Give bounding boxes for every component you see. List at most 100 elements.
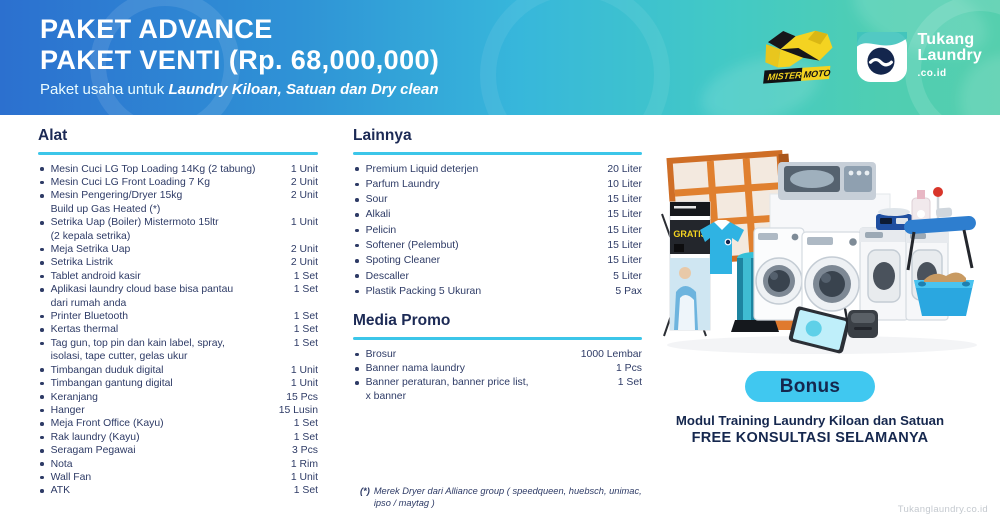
item-name-line1: Banner peraturan, banner price list, bbox=[365, 377, 529, 389]
list-item: Mesin Cuci LG Top Loading 14Kg (2 tabung… bbox=[38, 163, 318, 176]
list-item-left: Mesin Pengering/Dryer 15kg Build up Gas H… bbox=[38, 189, 182, 216]
item-quantity: 1 Set bbox=[617, 377, 642, 389]
item-name-line1: Mesin Cuci LG Front Loading 7 Kg bbox=[50, 177, 210, 188]
list-item-left: Kertas thermal bbox=[38, 323, 118, 336]
item-name: Meja Setrika Uap bbox=[51, 243, 131, 256]
list-item: Kertas thermal 1 Set bbox=[38, 323, 318, 336]
item-name-line2: x banner bbox=[365, 390, 407, 402]
list-item-left: Tag gun, top pin dan kain label, spray, i… bbox=[38, 337, 225, 364]
list-item-left: Printer Bluetooth bbox=[38, 310, 128, 323]
bullet-icon bbox=[40, 314, 44, 319]
bonus-badge: Bonus bbox=[745, 371, 875, 402]
bullet-icon bbox=[355, 228, 359, 233]
list-item-left: Mesin Cuci LG Front Loading 7 Kg bbox=[38, 176, 210, 189]
item-name-line1: Hanger bbox=[50, 404, 85, 416]
washer-door-decor-icon bbox=[480, 0, 670, 115]
item-quantity: 15 Pcs bbox=[286, 391, 318, 403]
section-rule bbox=[353, 152, 642, 155]
list-item: ATK 1 Set bbox=[38, 484, 318, 497]
front-load-washer-illustration bbox=[753, 227, 805, 321]
alat-list: Mesin Cuci LG Top Loading 14Kg (2 tabung… bbox=[38, 163, 318, 498]
svg-text:GRATIS: GRATIS bbox=[673, 229, 706, 239]
item-name: Mesin Cuci LG Front Loading 7 Kg bbox=[51, 176, 210, 189]
list-item-left: Softener (Pelembut) bbox=[353, 239, 459, 252]
item-name-line1: ATK bbox=[50, 485, 71, 497]
item-quantity: 1 Unit bbox=[290, 217, 318, 229]
laundry-basket-illustration bbox=[914, 272, 974, 316]
bullet-icon bbox=[355, 259, 359, 263]
item-quantity: 15 Liter bbox=[607, 209, 642, 221]
bullet-icon bbox=[40, 395, 44, 399]
bullet-icon bbox=[40, 167, 44, 171]
item-name-line1: Sour bbox=[365, 194, 388, 206]
list-item-left: Seragam Pegawai bbox=[38, 444, 136, 457]
item-name: Seragam Pegawai bbox=[51, 444, 136, 457]
list-item-left: Meja Front Office (Kayu) bbox=[38, 417, 164, 430]
item-quantity: 1 Unit bbox=[290, 378, 318, 390]
list-item: Setrika Uap (Boiler) Mistermoto 15ltr (2 … bbox=[38, 216, 318, 243]
footnote-line2: ipso / maytag ) bbox=[373, 497, 435, 508]
list-item: Hanger 15 Lusin bbox=[38, 404, 318, 417]
logo-domain: .co.id bbox=[917, 68, 947, 79]
digital-scale-illustration bbox=[876, 208, 912, 230]
list-item-left: Meja Setrika Uap bbox=[38, 243, 130, 256]
bullet-icon bbox=[355, 366, 359, 371]
item-quantity: 1 Rim bbox=[290, 458, 318, 470]
item-quantity: 2 Unit bbox=[290, 244, 318, 256]
item-name: Premium Liquid deterjen bbox=[366, 163, 479, 176]
item-name: Kertas thermal bbox=[51, 323, 119, 336]
bullet-icon bbox=[355, 197, 359, 202]
item-name-line1: Timbangan duduk digital bbox=[50, 364, 164, 376]
item-name: Pelicin bbox=[366, 224, 397, 237]
printer-illustration bbox=[848, 310, 878, 338]
bullet-icon bbox=[355, 182, 359, 187]
item-quantity: 15 Lusin bbox=[278, 404, 318, 416]
polo-shirt-illustration bbox=[700, 220, 744, 274]
item-name-line1: Seragam Pegawai bbox=[50, 445, 136, 457]
equipment-collage-illustration: GRATIS bbox=[661, 150, 977, 354]
page-title-line2: PAKET VENTI (Rp. 68,000,000) bbox=[40, 45, 440, 75]
page-subtitle: Paket usaha untuk Laundry Kiloan, Satuan… bbox=[40, 81, 439, 99]
list-item: Brosur 1000 Lembar bbox=[353, 348, 642, 361]
item-name-line2: isolasi, tape cutter, gelas ukur bbox=[50, 351, 188, 363]
item-name-line1: Printer Bluetooth bbox=[50, 311, 128, 323]
list-item-left: Mesin Cuci LG Top Loading 14Kg (2 tabung… bbox=[38, 163, 255, 176]
list-item-left: Hanger bbox=[38, 404, 85, 417]
item-name-line2: dari rumah anda bbox=[50, 297, 127, 309]
list-item-left: Timbangan duduk digital bbox=[38, 364, 163, 377]
item-quantity: 15 Liter bbox=[607, 224, 642, 236]
list-item-left: Setrika Listrik bbox=[38, 256, 113, 269]
list-item: Meja Setrika Uap 2 Unit bbox=[38, 243, 318, 256]
list-item-left: Spoting Cleaner bbox=[353, 254, 440, 267]
list-item-left: ATK bbox=[38, 484, 70, 497]
list-item-left: Descaller bbox=[353, 270, 409, 283]
item-quantity: 1 Set bbox=[293, 311, 318, 323]
list-item-left: Timbangan gantung digital bbox=[38, 377, 173, 390]
bullet-icon bbox=[355, 167, 359, 171]
list-item: Mesin Cuci LG Front Loading 7 Kg 2 Unit bbox=[38, 176, 318, 189]
item-name: Banner peraturan, banner price list, x ba… bbox=[366, 376, 529, 403]
item-name-line1: Parfum Laundry bbox=[365, 178, 440, 190]
bullet-icon bbox=[40, 381, 44, 386]
header-logos: MISTER MOTO Tukang Laundry .co.id bbox=[755, 26, 982, 88]
list-item: Pelicin 15 Liter bbox=[353, 224, 642, 237]
item-quantity: 5 Liter bbox=[613, 270, 642, 282]
list-item: Rak laundry (Kayu) 1 Set bbox=[38, 431, 318, 444]
item-name: Plastik Packing 5 Ukuran bbox=[366, 285, 482, 298]
item-name: Mesin Cuci LG Top Loading 14Kg (2 tabung… bbox=[51, 163, 256, 176]
bullet-icon bbox=[355, 274, 359, 279]
bullet-icon bbox=[355, 289, 359, 294]
mistermoto-logo-icon: MISTER MOTO bbox=[763, 30, 833, 84]
item-name-line1: Setrika Uap (Boiler) Mistermoto 15ltr bbox=[50, 217, 219, 229]
item-quantity: 1 Set bbox=[293, 418, 318, 430]
bullet-icon bbox=[40, 408, 44, 413]
item-name-line1: Meja Setrika Uap bbox=[50, 244, 131, 256]
tukang-laundry-wordmark: Tukang Laundry .co.id bbox=[917, 32, 982, 82]
svg-text:MISTER: MISTER bbox=[768, 70, 803, 82]
title-block: PAKET ADVANCE PAKET VENTI (Rp. 68,000,00… bbox=[40, 14, 439, 99]
list-item: Descaller 5 Liter bbox=[353, 270, 642, 283]
bullet-icon bbox=[40, 261, 44, 265]
footnote-text: Merek Dryer dari Alliance group ( speedq… bbox=[374, 486, 642, 509]
list-item-left: Banner nama laundry bbox=[353, 362, 465, 375]
list-item: Parfum Laundry 10 Liter bbox=[353, 178, 642, 191]
